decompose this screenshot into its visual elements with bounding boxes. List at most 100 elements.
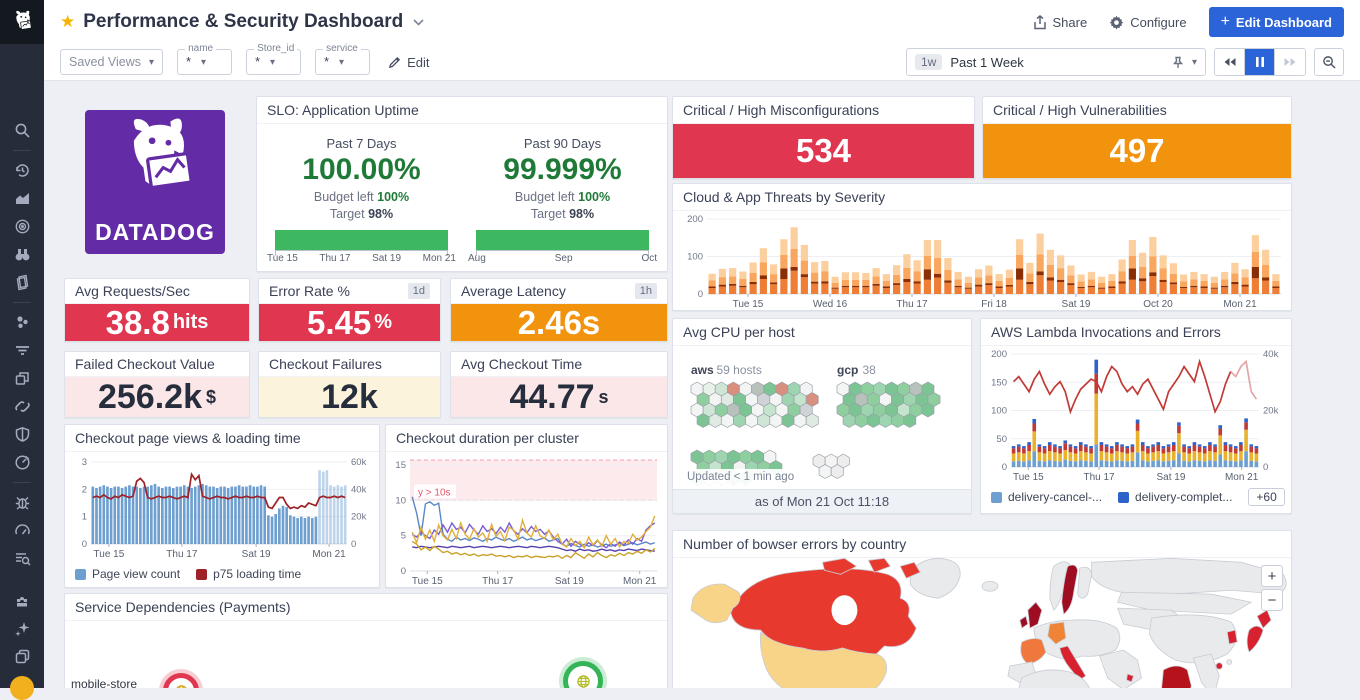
legend-item[interactable]: delivery-cancel-... [991,490,1102,504]
service-node-label: mobile-store [71,677,137,688]
avg-checkout-time-widget[interactable]: Avg Checkout Time 44.77 s [450,351,668,418]
favorite-star-icon[interactable]: ★ [60,12,75,32]
failed-checkout-value-widget[interactable]: Failed Checkout Value 256.2k $ [64,351,250,418]
processes-icon[interactable] [14,314,31,331]
time-pause-button[interactable] [1245,49,1275,75]
svg-text:gcp: gcp [837,363,858,377]
ci-circles-icon[interactable] [14,218,31,235]
time-range-label: Past 1 Week [950,55,1023,70]
avg-requests-value-block: 38.8 hits [65,304,249,341]
slo-90d-column: Past 90 Days 99.999% Budget left 100% Ta… [462,132,663,264]
pencil-icon [388,56,401,69]
dashboard-grid: DATADOG SLO: Application Uptime Past 7 D… [44,81,1360,688]
legend-item[interactable]: Page view count [75,567,180,581]
map-zoom-controls: + − [1261,565,1283,611]
zoom-out-button[interactable] [1314,48,1344,76]
service-map[interactable]: mobile-store [65,621,667,688]
configure-button[interactable]: Configure [1109,15,1186,30]
funnel-lines-icon[interactable] [14,342,31,359]
svg-text:0: 0 [698,289,703,300]
svg-text:2: 2 [82,484,87,495]
user-avatar[interactable] [10,676,34,700]
pin-icon[interactable] [1172,56,1184,69]
browser-errors-map-widget[interactable]: Number of bowser errors by country + − [672,530,1292,688]
map-zoom-in-button[interactable]: + [1261,565,1283,587]
map-zoom-out-button[interactable]: − [1261,589,1283,611]
edit-variables-label: Edit [407,55,429,70]
template-var-store-id[interactable]: Store_id * ▾ [246,49,301,75]
legend-item[interactable]: delivery-complet... [1118,490,1232,504]
misconfigurations-widget[interactable]: Critical / High Misconfigurations 534 [672,96,975,179]
pageviews-legend: Page view count p75 loading time [75,567,301,581]
search-icon[interactable] [14,122,31,139]
bug-icon[interactable] [14,494,31,511]
security-shield-icon[interactable] [14,426,31,443]
widget-title: Failed Checkout Value [65,352,249,377]
datadog-logo-button[interactable] [0,0,44,44]
service-node-mobile-store[interactable] [163,673,199,688]
vulnerabilities-widget[interactable]: Critical / High Vulnerabilities 497 [982,96,1292,179]
checkout-failures-widget[interactable]: Checkout Failures 12k [258,351,441,418]
notebooks-icon[interactable] [14,274,31,291]
globe-icon [174,684,189,689]
world-map-svg [673,558,1291,688]
watchdog-binoculars-icon[interactable] [14,246,31,263]
slo-widget[interactable]: SLO: Application Uptime Past 7 Days 100.… [256,96,668,272]
edit-dashboard-button[interactable]: + Edit Dashboard [1209,7,1344,37]
svg-text:0: 0 [1263,462,1268,473]
avg-requests-widget[interactable]: Avg Requests/Sec 38.8 hits [64,278,250,342]
svg-text:aws: aws [691,363,714,377]
svg-text:200: 200 [991,349,1007,360]
integrations-puzzle-icon[interactable] [14,592,31,609]
widget-title: Checkout Failures [259,352,440,377]
sidebar-divider [13,150,31,151]
template-var-service[interactable]: service * ▾ [315,49,370,75]
apm-link-icon[interactable] [14,398,31,415]
apps-windows-icon[interactable] [14,370,31,387]
legend-item[interactable]: p75 loading time [196,567,301,581]
time-backward-button[interactable] [1215,49,1245,75]
speedometer-icon[interactable] [14,522,31,539]
slo-value: 100.00% [261,153,462,187]
log-search-icon[interactable] [14,550,31,567]
history-icon[interactable] [14,162,31,179]
slo-target: Target 98% [462,207,663,221]
template-var-name-value: * [186,55,191,69]
time-forward-button[interactable] [1275,49,1305,75]
saved-views-dropdown[interactable]: Saved Views ▾ [60,49,163,75]
chevron-down-icon: ▾ [339,57,344,68]
template-var-name[interactable]: name * ▾ [177,49,232,75]
error-rate-unit: % [374,311,392,334]
copy-windows-icon[interactable] [14,648,31,665]
datadog-logo-image-widget: DATADOG [85,110,225,254]
error-rate-widget[interactable]: Error Rate %1d 5.45 % [258,278,441,342]
legend-more-button[interactable]: +60 [1248,488,1284,506]
world-map[interactable] [673,558,1291,688]
svg-text:3: 3 [82,457,87,468]
service-node-green[interactable] [563,661,603,688]
title-chevron-down-icon[interactable] [413,13,424,31]
chevron-down-icon: ▾ [149,57,154,68]
sparkle-icon[interactable] [14,620,31,637]
svg-text:Sat 19: Sat 19 [242,549,271,559]
synthetics-gauge-icon[interactable] [14,454,31,471]
share-button[interactable]: Share [1033,15,1088,30]
time-range-picker[interactable]: 1w Past 1 Week ▾ [906,48,1206,76]
edit-variables-button[interactable]: Edit [388,55,429,70]
svg-text:0: 0 [1002,462,1007,473]
service-dependencies-widget[interactable]: Service Dependencies (Payments) mobile-s… [64,593,668,688]
metrics-icon[interactable] [14,190,31,207]
